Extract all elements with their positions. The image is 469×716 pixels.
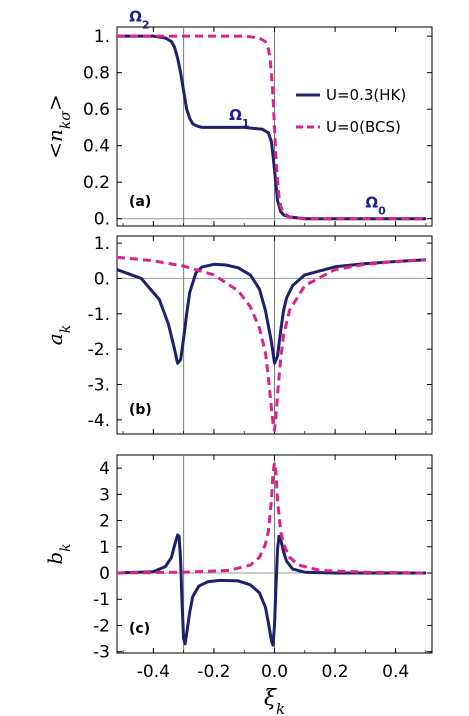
y-tick-label: -3 (93, 643, 110, 663)
series-line-hk (117, 34, 426, 221)
y-tick-label: 1. (94, 27, 110, 47)
y-tick-label: 0.6 (83, 100, 110, 120)
x-tick-label: -0.4 (137, 662, 170, 682)
y-axis-label-sub: k (58, 325, 74, 333)
y-tick-label: 4 (99, 459, 110, 479)
y-tick-label: 0.8 (83, 64, 110, 84)
x-tick-label: 0.0 (261, 662, 288, 682)
region-label-main: Ω (129, 8, 142, 26)
region-label-main: Ω (365, 194, 378, 212)
x-axis-label: ξk (264, 686, 285, 716)
y-axis-label-main: b (43, 552, 67, 565)
y-tick-label: -1 (93, 590, 110, 610)
x-tick-label: 0.4 (382, 662, 409, 682)
y-tick-label: 1 (99, 538, 110, 558)
x-axis-label-main: ξ (264, 686, 278, 711)
region-label-omega-1: Ω1 (229, 106, 249, 130)
y-tick-label: -4. (88, 411, 110, 431)
region-label-omega-2: Ω2 (129, 8, 149, 32)
y-tick-label: 2 (99, 512, 110, 532)
y-axis-label-sub: kσ (58, 111, 74, 129)
region-label-omega-0: Ω0 (365, 194, 386, 218)
series-line-hk (116, 533, 426, 647)
y-axis-label-main: a (43, 333, 67, 345)
panel-b: -4. -3. -2. -1. 0. 1. (b) ak (43, 234, 433, 435)
panel-a: 0.0.20.40.60.81.(a)<nkσ>Ω2Ω1Ω0U=0.3(HK)U… (43, 8, 433, 230)
y-tick-label: 0 (99, 564, 110, 584)
region-label-sub: 1 (242, 117, 250, 130)
series-line-bcs (116, 255, 426, 432)
y-tick-label: 3 (99, 485, 110, 505)
region-label-sub: 0 (378, 204, 386, 217)
y-axis-label-sub: k (58, 543, 74, 551)
y-axis-label-main: <n (43, 129, 67, 159)
y-axis-label: ak (43, 325, 74, 345)
y-tick-label: -2. (88, 340, 110, 360)
legend-entry: U=0(BCS) (326, 118, 401, 136)
x-tick-label: -0.2 (197, 662, 230, 682)
y-axis-label: bk (43, 543, 74, 564)
series-line-bcs (116, 461, 426, 575)
region-label-main: Ω (229, 106, 242, 124)
legend: U=0.3(HK) U=0(BCS) (296, 86, 406, 136)
series-line-hk (116, 258, 426, 365)
panel-label: (c) (129, 621, 150, 637)
panel-label: (b) (129, 402, 152, 418)
x-axis-label-sub: k (276, 700, 285, 716)
y-tick-label: 0.2 (83, 173, 110, 193)
y-tick-label: 0.4 (83, 137, 110, 157)
y-tick-label: -1. (88, 305, 110, 325)
y-tick-label: -2 (93, 616, 110, 636)
y-axis-label: <nkσ> (43, 94, 74, 158)
y-tick-label: 0. (94, 210, 110, 230)
legend-entry: U=0.3(HK) (326, 86, 406, 104)
series-line-bcs (117, 34, 426, 221)
panel-label: (a) (129, 194, 151, 210)
y-axis-label-end: > (43, 94, 67, 111)
y-tick-label: 0. (94, 269, 110, 289)
x-tick-label: 0.2 (322, 662, 349, 682)
y-tick-label: -3. (88, 376, 110, 396)
region-label-sub: 2 (142, 18, 150, 31)
y-tick-label: 1. (94, 234, 110, 254)
